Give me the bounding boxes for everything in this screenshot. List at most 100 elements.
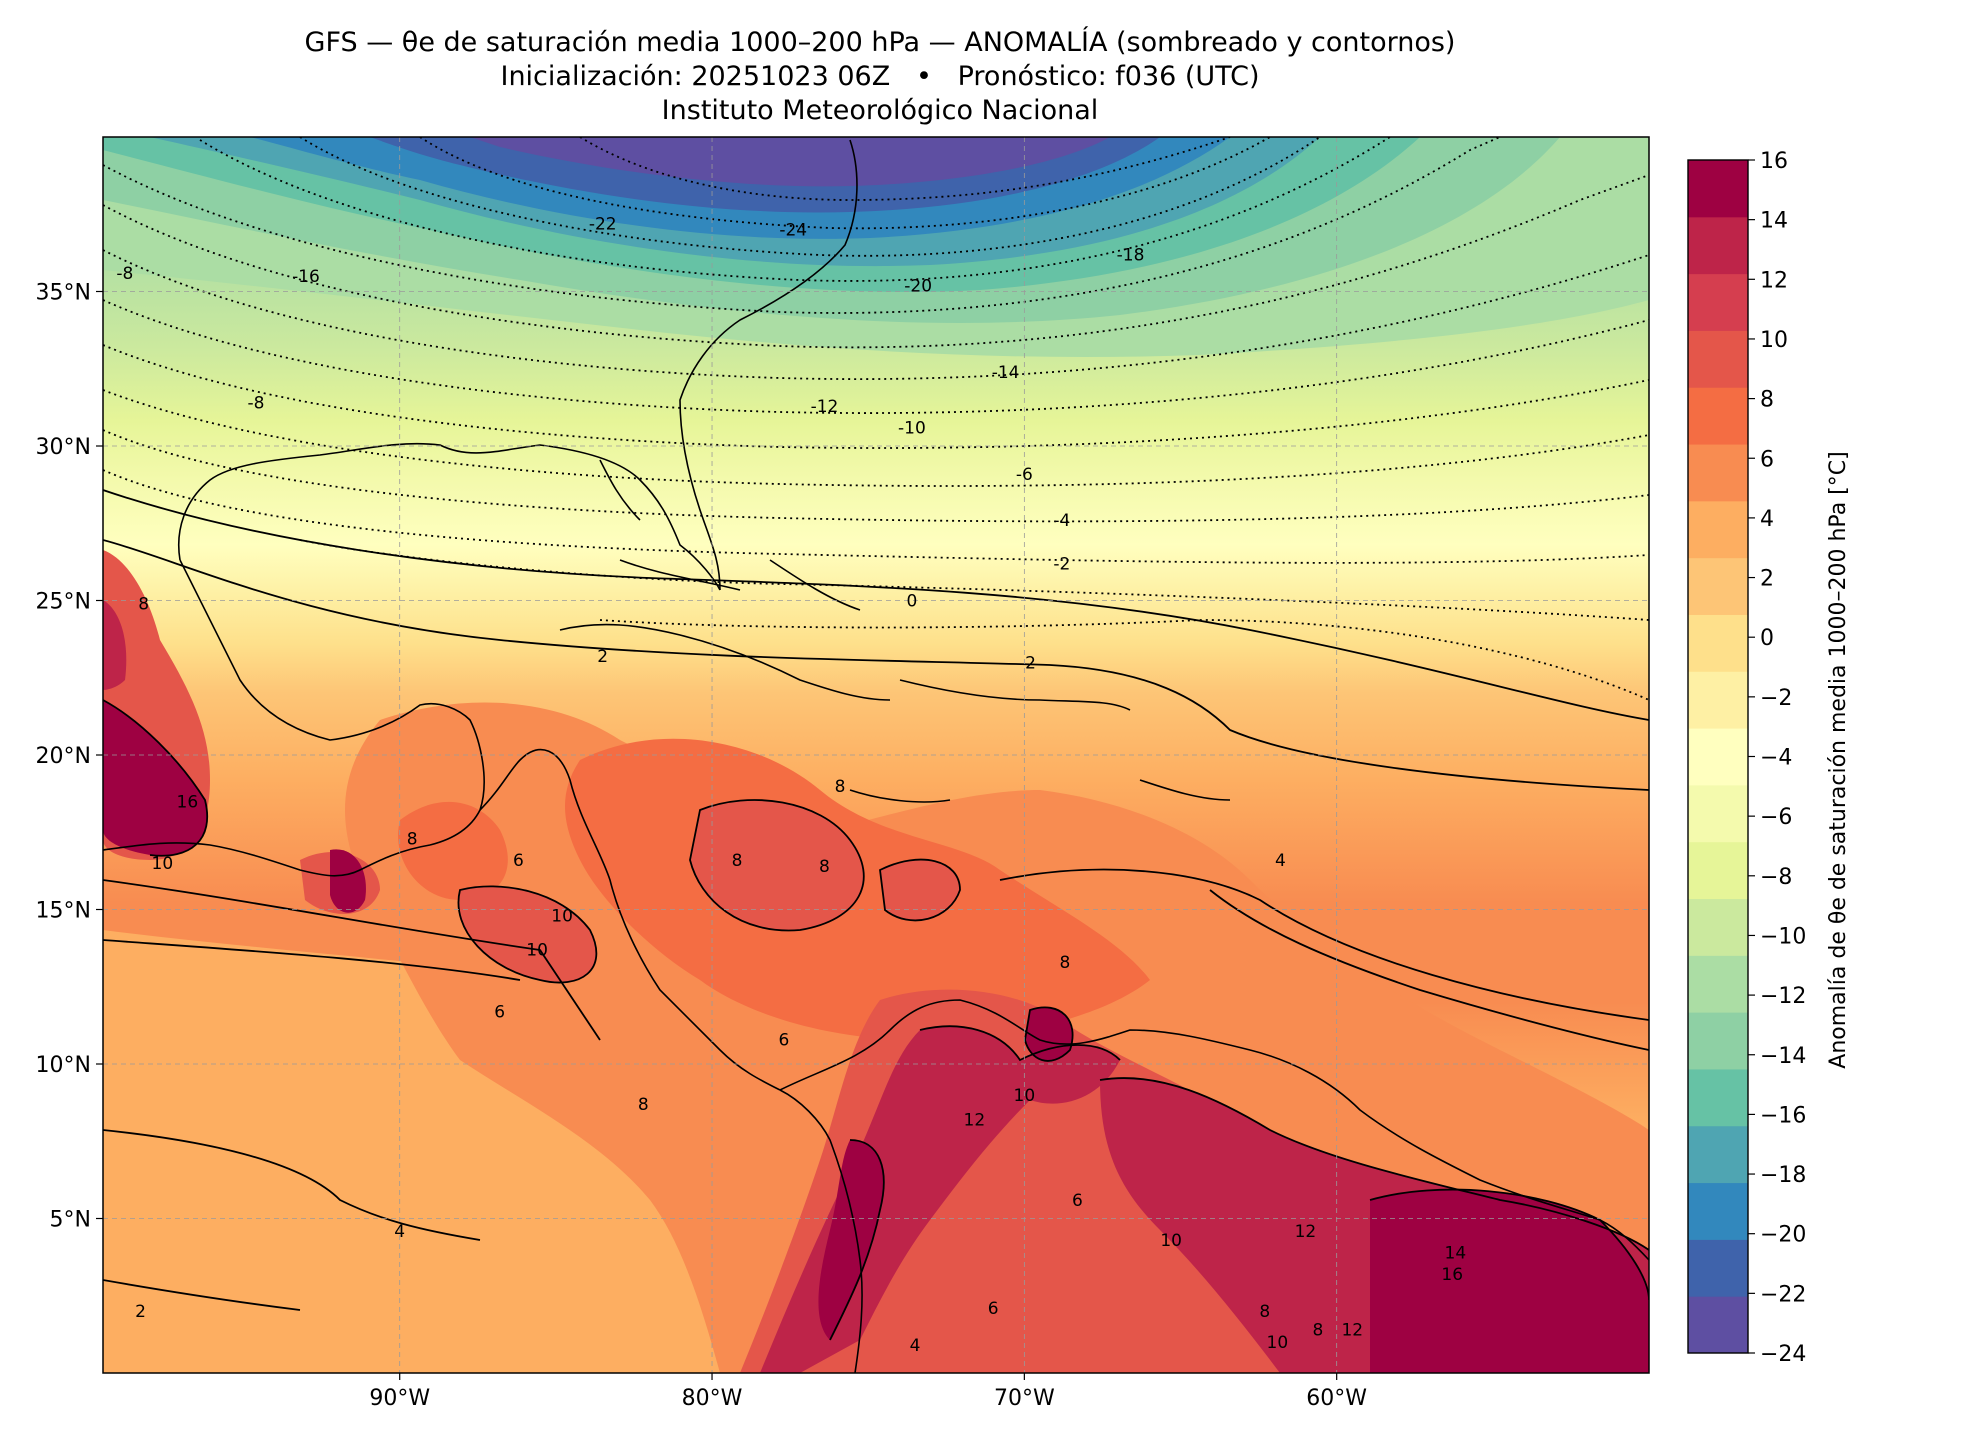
colorbar-band bbox=[1688, 500, 1748, 559]
contour-label: 0 bbox=[907, 592, 918, 612]
lon-tick-label: 80°W bbox=[682, 1386, 743, 1411]
contour-label: 10 bbox=[1267, 1333, 1289, 1353]
colorbar-band bbox=[1688, 671, 1748, 729]
colorbar-label: Anomalía de θe de saturación media 1000–… bbox=[1826, 451, 1851, 1068]
title-line-3: Instituto Meteorológico Nacional bbox=[661, 95, 1099, 126]
contour-label: 8 bbox=[732, 851, 743, 871]
lat-tick-label: 20°N bbox=[36, 744, 91, 769]
colorbar-tick-label: 10 bbox=[1760, 328, 1788, 353]
graticule bbox=[103, 137, 1649, 1373]
lat-tick-label: 30°N bbox=[36, 435, 91, 460]
colorbar-tick-label: 0 bbox=[1760, 626, 1774, 651]
colorbar-tick-label: −6 bbox=[1760, 805, 1792, 830]
contour-label: 6 bbox=[1072, 1191, 1083, 1211]
contour-label: 16 bbox=[177, 792, 199, 812]
colorbar-tick-label: 14 bbox=[1760, 209, 1788, 234]
contour-label: 2 bbox=[1025, 653, 1036, 673]
lat-tick-label: 10°N bbox=[36, 1053, 91, 1078]
contour-label: 14 bbox=[1445, 1243, 1467, 1263]
contour-label: -2 bbox=[1053, 554, 1070, 574]
colorbar-tick-label: −12 bbox=[1760, 984, 1806, 1009]
colorbar-band bbox=[1688, 273, 1748, 331]
colorbar-band bbox=[1688, 614, 1748, 672]
contour-label: 8 bbox=[1259, 1302, 1270, 1322]
contour-label: 8 bbox=[407, 829, 418, 849]
colorbar-band bbox=[1688, 955, 1748, 1013]
colorbar-band bbox=[1688, 784, 1748, 843]
colorbar-tick-label: −10 bbox=[1760, 924, 1806, 949]
contour-label: -10 bbox=[898, 418, 926, 438]
lon-tick-label: 60°W bbox=[1306, 1386, 1367, 1411]
colorbar-tick-label: −22 bbox=[1760, 1282, 1806, 1307]
contour-label: -20 bbox=[904, 276, 932, 296]
contour-label: 6 bbox=[513, 851, 524, 871]
contour-label: 10 bbox=[551, 907, 573, 927]
contour-label: 8 bbox=[638, 1095, 649, 1115]
contour-label: -18 bbox=[1117, 245, 1145, 265]
lon-tick-label: 90°W bbox=[369, 1386, 430, 1411]
contour-label: 12 bbox=[964, 1111, 986, 1131]
colorbar-tick-label: −2 bbox=[1760, 686, 1792, 711]
colorbar-tick-label: 8 bbox=[1760, 388, 1774, 413]
contour-label: 6 bbox=[494, 1002, 505, 1022]
colorbar-band bbox=[1688, 728, 1748, 786]
colorbar-tick-label: 2 bbox=[1760, 567, 1774, 592]
contour-label: 8 bbox=[1060, 953, 1071, 973]
colorbar-band bbox=[1688, 841, 1748, 900]
colorbar-tick-label: 4 bbox=[1760, 507, 1774, 532]
colorbar-band bbox=[1688, 1068, 1748, 1127]
lat-tick-label: 35°N bbox=[36, 281, 91, 306]
contour-label: 10 bbox=[1014, 1086, 1036, 1106]
coastlines bbox=[103, 139, 1649, 1373]
map-title: GFS — θe de saturación media 1000–200 hP… bbox=[0, 26, 1760, 128]
lat-tick-label: 5°N bbox=[50, 1208, 91, 1233]
contour-label: 4 bbox=[910, 1336, 921, 1356]
contour-label: 6 bbox=[988, 1299, 999, 1319]
contour-label: -14 bbox=[992, 363, 1020, 383]
colorbar-band bbox=[1688, 1012, 1748, 1070]
colorbar-band bbox=[1688, 1239, 1748, 1297]
lon-tick-label: 70°W bbox=[994, 1386, 1055, 1411]
colorbar-tick-label: −14 bbox=[1760, 1044, 1806, 1069]
contour-label: 4 bbox=[1275, 851, 1286, 871]
colorbar-band bbox=[1688, 1125, 1748, 1184]
contour-label: 12 bbox=[1295, 1222, 1317, 1242]
contour-label: 10 bbox=[1160, 1231, 1182, 1251]
contour-label: 8 bbox=[835, 777, 846, 797]
colorbar-band bbox=[1688, 1182, 1748, 1240]
colorbar-tick-label: 16 bbox=[1760, 149, 1788, 174]
contour-label: 4 bbox=[394, 1222, 405, 1242]
contour-labels: -24-22-20-18-16-14-12-10-8-8-6-4-202 2444… bbox=[116, 215, 1466, 1357]
colorbar-tick-label: −4 bbox=[1760, 746, 1792, 771]
contour-label: -4 bbox=[1053, 511, 1070, 531]
title-line-1: GFS — θe de saturación media 1000–200 hP… bbox=[304, 27, 1456, 58]
contour-label: -8 bbox=[116, 264, 133, 284]
contour-label: -24 bbox=[779, 221, 807, 241]
contour-label: 12 bbox=[1341, 1321, 1363, 1341]
colorbar-tick-label: 6 bbox=[1760, 447, 1774, 472]
colorbar-band bbox=[1688, 387, 1748, 445]
colorbar-band bbox=[1688, 1296, 1748, 1354]
colorbar-band bbox=[1688, 898, 1748, 956]
colorbar-band bbox=[1688, 216, 1748, 275]
colorbar-tick-label: −16 bbox=[1760, 1103, 1806, 1128]
contour-label: -8 bbox=[248, 394, 265, 414]
contour-label: 10 bbox=[526, 941, 548, 961]
title-line-2: Inicialización: 20251023 06Z • Pronóstic… bbox=[500, 61, 1260, 92]
colorbar-band bbox=[1688, 444, 1748, 502]
colorbar-band bbox=[1688, 330, 1748, 388]
contour-label: -16 bbox=[292, 267, 320, 287]
positive-contours bbox=[103, 489, 1649, 1341]
contour-label: 16 bbox=[1441, 1265, 1463, 1285]
colorbar-tick-label: −8 bbox=[1760, 865, 1792, 890]
contour-label: 6 bbox=[778, 1030, 789, 1050]
lat-tick-label: 25°N bbox=[36, 590, 91, 615]
colorbar-band bbox=[1688, 160, 1748, 218]
contour-label: 8 bbox=[819, 857, 830, 877]
lat-tick-label: 15°N bbox=[36, 899, 91, 924]
contour-label: -22 bbox=[589, 215, 617, 235]
colorbar-tick-label: −18 bbox=[1760, 1163, 1806, 1188]
map-axes: 90°W 80°W 70°W 60°W35°N30°N25°N20°N15°N10°N… bbox=[36, 281, 1368, 1412]
